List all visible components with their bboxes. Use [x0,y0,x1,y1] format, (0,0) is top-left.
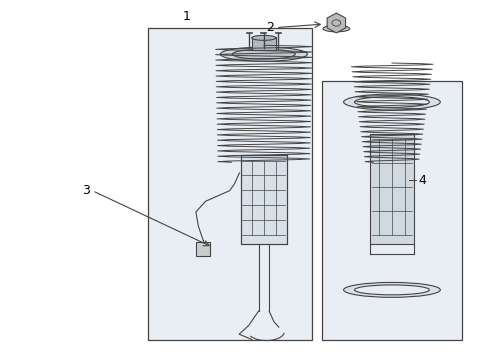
Ellipse shape [343,94,439,110]
Ellipse shape [343,283,439,297]
Ellipse shape [232,49,295,59]
Bar [321,81,461,339]
Bar [196,242,210,256]
Text: 1: 1 [182,10,190,23]
Bar [369,134,413,244]
Ellipse shape [251,35,275,40]
Ellipse shape [323,26,349,32]
Bar [147,28,311,339]
Text: 3: 3 [82,184,90,197]
Ellipse shape [354,97,428,107]
Ellipse shape [220,47,307,61]
Bar [251,37,275,50]
Bar [241,155,286,244]
Bar [241,155,286,244]
Ellipse shape [354,285,428,295]
Polygon shape [326,13,345,33]
Bar [369,134,413,244]
Text: 2: 2 [265,21,273,34]
Text: 4: 4 [418,174,426,186]
